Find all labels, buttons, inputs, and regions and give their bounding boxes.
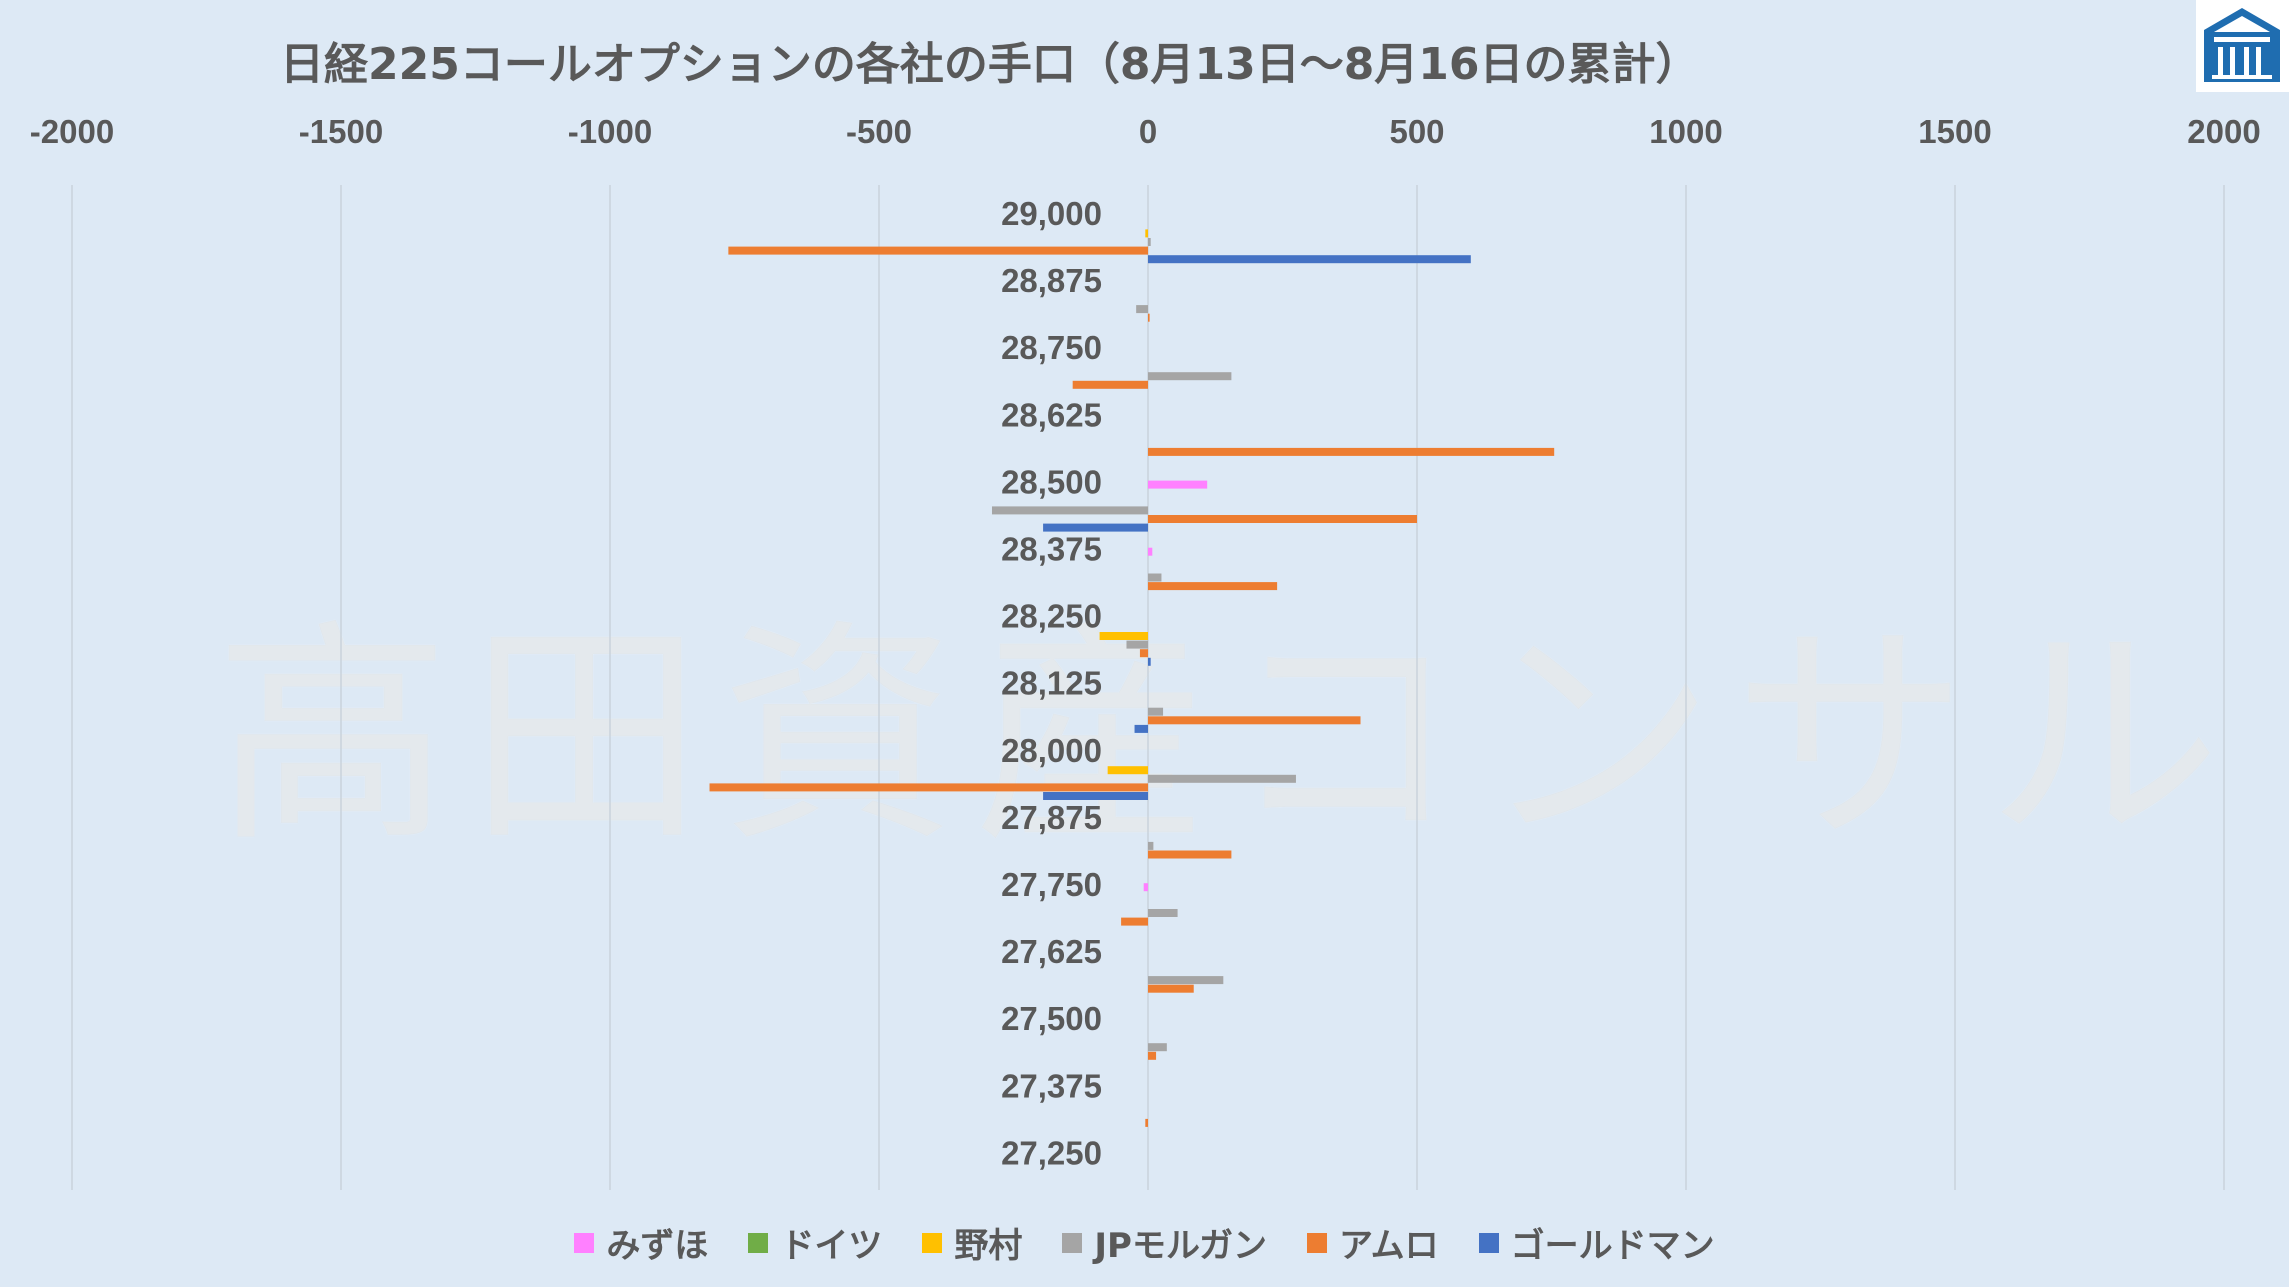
bar (1139, 649, 1148, 658)
category-label: 27,375 (1001, 1067, 1102, 1104)
x-tick-label: -2000 (30, 113, 114, 150)
bar (1043, 792, 1148, 800)
bar (709, 783, 1148, 792)
bar (1148, 547, 1153, 556)
bar (1148, 480, 1208, 489)
watermark: 高田資産コンサル (215, 601, 2239, 874)
category-label: 28,000 (1001, 732, 1102, 769)
bar (1043, 523, 1148, 532)
bar (1126, 640, 1148, 649)
bar (1148, 515, 1417, 523)
gridlines (71, 185, 2225, 1190)
bar (1072, 380, 1148, 389)
category-label: 27,625 (1001, 933, 1102, 970)
bar (1148, 850, 1232, 859)
chart-title: 日経225コールオプションの各社の手口（8月13日～8月16日の累計） (280, 39, 1700, 90)
bar (1107, 766, 1148, 775)
legend-item-nomura: 野村 (922, 1218, 1022, 1267)
x-tick-label: 1000 (1649, 113, 1722, 150)
x-tick-label: -1500 (299, 113, 383, 150)
bar (1148, 1043, 1167, 1052)
bar (1148, 841, 1154, 850)
category-label: 27,250 (1001, 1134, 1102, 1171)
category-label: 28,500 (1001, 463, 1102, 500)
bar (728, 246, 1148, 255)
bar (1148, 707, 1164, 716)
bar (1121, 917, 1148, 926)
legend-label: ゴールドマン (1510, 1226, 1715, 1266)
bar (1148, 372, 1232, 381)
x-tick-label: 1500 (1918, 113, 1991, 150)
category-label: 28,875 (1001, 262, 1102, 299)
bar (1148, 238, 1151, 246)
bar (1148, 1051, 1157, 1060)
legend: みずほ ドイツ 野村 JPモルガン アムロ ゴールドマン (0, 1218, 2289, 1267)
category-labels: 29,000 28,875 28,750 28,625 28,500 28,375 28,2… (1001, 195, 1102, 1171)
legend-label: みずほ (606, 1226, 709, 1266)
bar (1148, 909, 1178, 917)
bar (1099, 632, 1148, 640)
legend-label: ドイツ (780, 1226, 883, 1266)
bar (1148, 774, 1296, 783)
bar (1148, 313, 1150, 322)
bar (1148, 984, 1194, 993)
x-tick-label: 2000 (2187, 113, 2260, 150)
legend-label: アムロ (1338, 1226, 1439, 1266)
legend-swatch (1478, 1232, 1499, 1253)
category-label: 29,000 (1001, 195, 1102, 232)
bar (1148, 582, 1278, 591)
legend-item-mizuho: みずほ (574, 1218, 708, 1267)
legend-item-goldman: ゴールドマン (1478, 1218, 1715, 1267)
bars (709, 229, 1555, 1127)
category-label: 28,625 (1001, 396, 1102, 433)
company-logo (2196, 0, 2289, 92)
legend-item-deutsche: ドイツ (748, 1218, 882, 1267)
bar (1145, 1118, 1148, 1127)
category-label: 28,375 (1001, 531, 1102, 568)
legend-item-jpmorgan: JPモルガン (1062, 1218, 1267, 1267)
legend-swatch (574, 1232, 595, 1253)
category-label: 28,125 (1001, 665, 1102, 702)
category-label: 27,750 (1001, 866, 1102, 903)
legend-swatch (748, 1232, 769, 1253)
category-label: 28,750 (1001, 329, 1102, 366)
x-tick-label: 0 (1139, 113, 1157, 150)
legend-swatch (1306, 1232, 1327, 1253)
category-label: 27,875 (1001, 799, 1102, 836)
category-label: 27,500 (1001, 1000, 1102, 1037)
bar (1148, 447, 1555, 456)
x-tick-label: -500 (846, 113, 912, 150)
category-label: 28,250 (1001, 598, 1102, 635)
legend-swatch (922, 1232, 943, 1253)
legend-item-amro: アムロ (1306, 1218, 1439, 1267)
bar (1148, 255, 1471, 264)
bar (991, 506, 1148, 515)
legend-label: 野村 (954, 1226, 1023, 1266)
bar (1148, 657, 1151, 666)
bar (1148, 716, 1361, 725)
legend-swatch (1062, 1232, 1083, 1253)
x-tick-label: 500 (1389, 113, 1444, 150)
bar (1148, 573, 1162, 582)
bar (1134, 724, 1148, 733)
legend-label: JPモルガン (1094, 1226, 1267, 1266)
bar (1136, 305, 1148, 314)
company-logo-icon (2204, 8, 2280, 82)
x-axis-ticks: -2000 -1500 -1000 -500 0 500 1000 1500 2000 (30, 113, 2261, 150)
bar (1143, 883, 1148, 892)
bar (1145, 229, 1148, 238)
bar (1148, 976, 1224, 985)
x-tick-label: -1000 (568, 113, 652, 150)
